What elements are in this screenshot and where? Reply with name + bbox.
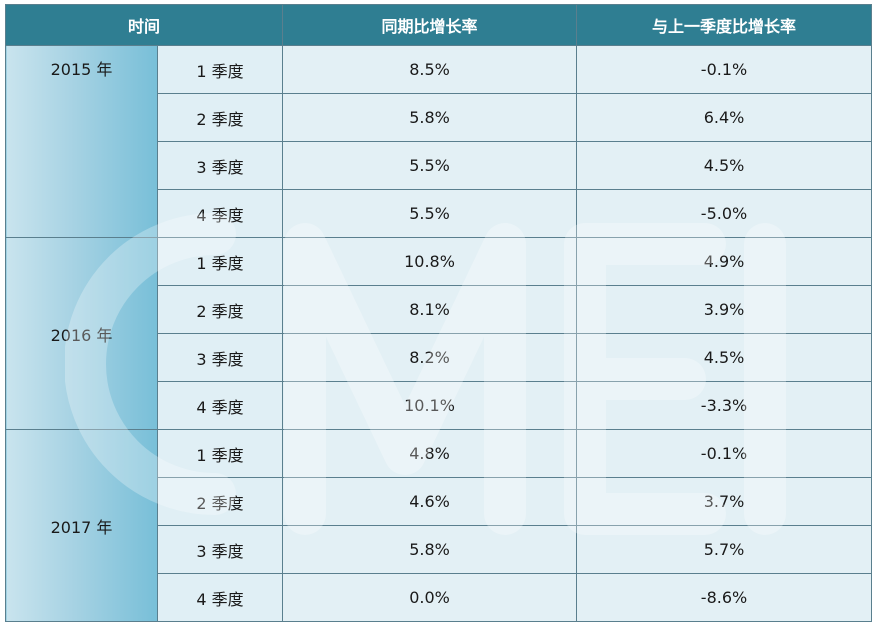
header-yoy-growth: 同期比增长率 (282, 4, 578, 46)
qoq-growth-cell: -8.6% (576, 573, 873, 622)
qoq-growth-cell: -3.3% (576, 381, 873, 430)
table-row: 2 季度 4.6% 3.7% (6, 477, 873, 526)
quarter-cell: 2 季度 (156, 93, 284, 142)
year-cell: 2017 年 (5, 429, 158, 622)
quarter-cell: 1 季度 (156, 237, 284, 286)
year-cell: 2016 年 (5, 237, 158, 430)
yoy-growth-cell: 4.8% (282, 429, 578, 478)
table-row: 3 季度 8.2% 4.5% (6, 333, 873, 382)
yoy-growth-cell: 4.6% (282, 477, 578, 526)
quarter-cell: 1 季度 (156, 45, 284, 94)
table-row: 4 季度 0.0% -8.6% (6, 573, 873, 622)
qoq-growth-cell: 3.7% (576, 477, 873, 526)
yoy-growth-cell: 8.1% (282, 285, 578, 334)
quarter-cell: 3 季度 (156, 333, 284, 382)
table-row: 3 季度 5.8% 5.7% (6, 525, 873, 574)
qoq-growth-cell: 3.9% (576, 285, 873, 334)
qoq-growth-cell: 4.5% (576, 333, 873, 382)
qoq-growth-cell: -0.1% (576, 429, 873, 478)
quarter-cell: 3 季度 (156, 525, 284, 574)
qoq-growth-cell: 5.7% (576, 525, 873, 574)
yoy-growth-cell: 8.5% (282, 45, 578, 94)
table-row: 3 季度 5.5% 4.5% (6, 141, 873, 190)
table-header-row: 时间 同期比增长率 与上一季度比增长率 (4, 4, 873, 46)
quarter-cell: 3 季度 (156, 141, 284, 190)
table-row: 2 季度 5.8% 6.4% (6, 93, 873, 142)
quarter-cell: 4 季度 (156, 381, 284, 430)
qoq-growth-cell: -5.0% (576, 189, 873, 238)
quarter-cell: 2 季度 (156, 477, 284, 526)
yoy-growth-cell: 10.8% (282, 237, 578, 286)
quarter-cell: 4 季度 (156, 573, 284, 622)
yoy-growth-cell: 5.5% (282, 189, 578, 238)
header-time: 时间 (4, 4, 284, 46)
quarter-cell: 4 季度 (156, 189, 284, 238)
table-row: 2 季度 8.1% 3.9% (6, 285, 873, 334)
quarter-cell: 1 季度 (156, 429, 284, 478)
yoy-growth-cell: 5.5% (282, 141, 578, 190)
qoq-growth-cell: -0.1% (576, 45, 873, 94)
qoq-growth-cell: 6.4% (576, 93, 873, 142)
quarter-cell: 2 季度 (156, 285, 284, 334)
qoq-growth-cell: 4.9% (576, 237, 873, 286)
yoy-growth-cell: 5.8% (282, 93, 578, 142)
yoy-growth-cell: 0.0% (282, 573, 578, 622)
qoq-growth-cell: 4.5% (576, 141, 873, 190)
table-row: 4 季度 5.5% -5.0% (6, 189, 873, 238)
header-qoq-growth: 与上一季度比增长率 (576, 4, 873, 46)
yoy-growth-cell: 5.8% (282, 525, 578, 574)
yoy-growth-cell: 10.1% (282, 381, 578, 430)
year-cell: 2015 年 (5, 45, 158, 238)
yoy-growth-cell: 8.2% (282, 333, 578, 382)
